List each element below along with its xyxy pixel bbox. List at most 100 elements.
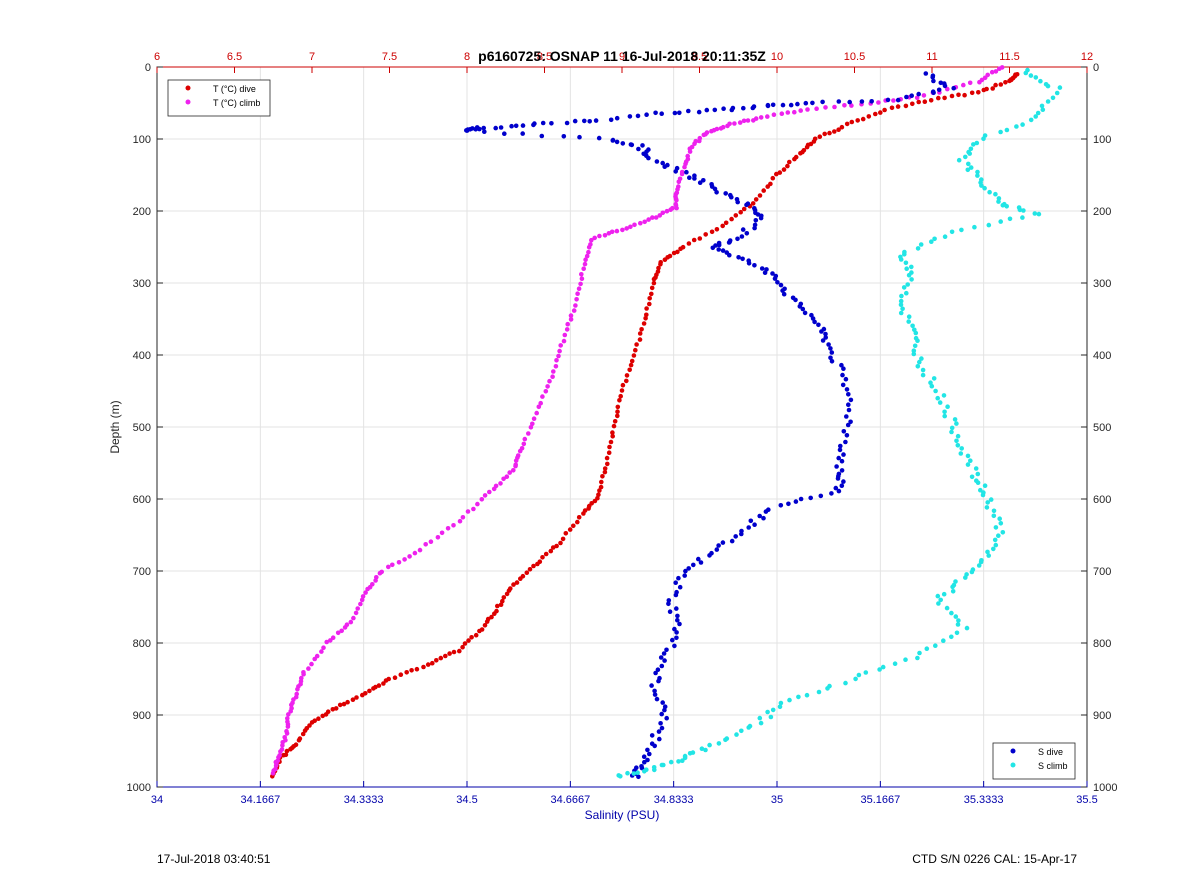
data-point-series-3 xyxy=(979,183,984,188)
data-point-series-2 xyxy=(836,99,842,104)
data-point-series-0 xyxy=(643,316,648,321)
data-point-series-2 xyxy=(763,509,769,514)
data-point-series-2 xyxy=(729,538,735,544)
data-point-series-3 xyxy=(941,591,947,597)
data-point-series-2 xyxy=(757,513,762,519)
data-point-series-1 xyxy=(321,645,326,650)
data-point-series-3 xyxy=(993,525,999,530)
data-point-series-1 xyxy=(805,107,810,112)
data-point-series-3 xyxy=(971,142,976,147)
data-point-series-3 xyxy=(680,758,685,763)
data-point-series-1 xyxy=(339,628,345,634)
data-point-series-3 xyxy=(758,720,764,726)
data-point-series-3 xyxy=(906,319,911,324)
data-point-series-1 xyxy=(498,481,503,486)
data-point-series-2 xyxy=(818,493,824,499)
data-point-series-0 xyxy=(341,701,347,707)
data-point-series-0 xyxy=(592,498,598,504)
data-point-series-2 xyxy=(752,522,757,527)
data-point-series-3 xyxy=(911,351,917,357)
data-point-series-2 xyxy=(916,91,921,97)
data-point-series-2 xyxy=(841,452,846,457)
data-point-series-3 xyxy=(900,306,905,312)
data-point-series-3 xyxy=(682,755,688,761)
data-point-series-2 xyxy=(788,102,794,108)
data-point-series-2 xyxy=(645,757,650,763)
data-point-series-2 xyxy=(844,387,850,392)
data-point-series-2 xyxy=(786,501,791,507)
data-point-series-2 xyxy=(677,110,682,116)
y-tick-label: 900 xyxy=(133,710,151,722)
data-point-series-2 xyxy=(716,543,721,548)
data-point-series-2 xyxy=(770,102,776,108)
data-point-series-0 xyxy=(581,511,586,516)
data-point-series-0 xyxy=(600,474,605,479)
data-point-series-1 xyxy=(312,656,318,662)
data-point-series-2 xyxy=(759,266,765,271)
legend-salinity-label: S climb xyxy=(1038,761,1068,771)
data-point-series-0 xyxy=(473,632,479,638)
data-point-series-1 xyxy=(335,630,341,636)
data-point-series-2 xyxy=(723,191,728,196)
data-point-series-2 xyxy=(904,94,909,100)
data-point-series-0 xyxy=(637,337,643,342)
data-point-series-0 xyxy=(981,87,987,93)
data-point-series-0 xyxy=(844,121,850,127)
data-point-series-3 xyxy=(998,521,1004,526)
data-point-series-2 xyxy=(549,121,554,126)
data-point-series-2 xyxy=(740,227,746,232)
data-point-series-2 xyxy=(667,609,673,614)
data-point-series-1 xyxy=(487,489,492,495)
data-point-series-3 xyxy=(1017,207,1023,213)
data-point-series-2 xyxy=(673,580,678,585)
y-tick-label: 400 xyxy=(133,350,151,362)
data-point-series-3 xyxy=(967,151,972,156)
data-point-series-3 xyxy=(915,364,921,369)
data-point-series-1 xyxy=(814,106,819,111)
data-point-series-2 xyxy=(720,248,726,253)
data-point-series-3 xyxy=(739,728,744,734)
data-point-series-2 xyxy=(753,218,759,223)
data-point-series-2 xyxy=(762,270,768,276)
data-point-series-2 xyxy=(828,346,833,351)
top-tick-label: 9 xyxy=(619,51,625,63)
data-point-series-3 xyxy=(1000,203,1006,208)
data-point-series-2 xyxy=(674,630,679,635)
data-point-series-2 xyxy=(640,143,645,148)
data-point-series-1 xyxy=(558,343,563,348)
data-point-series-2 xyxy=(652,692,658,697)
data-point-series-1 xyxy=(664,208,670,214)
data-point-series-2 xyxy=(582,118,587,124)
data-point-series-3 xyxy=(958,451,964,456)
data-point-series-0 xyxy=(889,105,895,111)
data-point-series-0 xyxy=(976,90,981,95)
data-point-series-3 xyxy=(932,236,937,242)
y-tick-label-right: 700 xyxy=(1093,566,1111,578)
legend-temperature-box xyxy=(167,79,271,117)
data-point-series-2 xyxy=(649,733,655,738)
data-point-series-3 xyxy=(880,664,886,670)
data-point-series-0 xyxy=(723,220,729,226)
data-point-series-1 xyxy=(465,509,471,514)
data-point-series-2 xyxy=(839,483,845,489)
data-point-series-0 xyxy=(916,99,921,105)
data-point-series-2 xyxy=(726,240,732,245)
data-point-series-2 xyxy=(820,338,826,343)
data-point-series-3 xyxy=(917,359,922,365)
data-point-series-2 xyxy=(772,276,778,281)
data-point-series-2 xyxy=(662,164,667,169)
y-tick-label-right: 0 xyxy=(1093,62,1099,74)
data-point-series-0 xyxy=(576,515,582,520)
chart-title: p6160725: OSNAP 11 16-Jul-2018 20:11:35Z xyxy=(478,48,766,64)
data-point-series-0 xyxy=(550,545,556,550)
data-point-series-2 xyxy=(520,131,525,136)
data-point-series-1 xyxy=(737,120,743,125)
data-point-series-1 xyxy=(407,554,412,559)
data-point-series-0 xyxy=(531,563,536,569)
data-point-series-3 xyxy=(975,480,981,486)
data-point-series-2 xyxy=(629,142,635,148)
data-point-series-3 xyxy=(988,497,994,502)
bottom-tick-label: 34.1667 xyxy=(240,794,280,806)
data-point-series-0 xyxy=(866,114,872,119)
y-tick-label-right: 900 xyxy=(1093,710,1111,722)
